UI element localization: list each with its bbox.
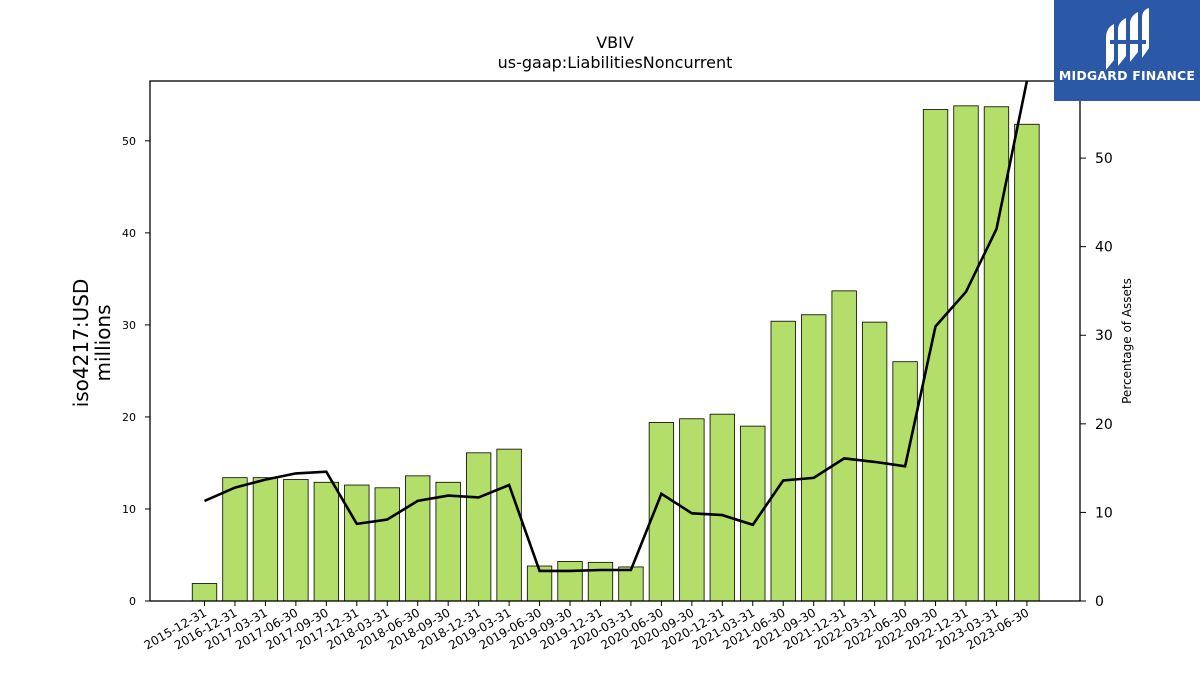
- bar: [557, 561, 583, 602]
- y-tick-label: 0: [129, 595, 136, 608]
- y2-tick-label: 20: [1095, 417, 1113, 433]
- y-axis-left: 0 10 20 30 40 50: [122, 135, 150, 608]
- bar: [252, 477, 279, 602]
- y-axis-label-line: millions: [91, 304, 115, 381]
- line-percentage-of-assets: [203, 81, 1029, 573]
- y2-tick-label: 0: [1095, 594, 1104, 610]
- bar: [922, 109, 949, 602]
- y-tick-label: 20: [122, 411, 136, 424]
- midgard-finance-logo: MIDGARD FINANCE: [1054, 0, 1200, 101]
- bar: [405, 475, 431, 602]
- plot-frame: [149, 80, 1081, 602]
- y2-tick-label: 40: [1095, 240, 1113, 256]
- bar: [465, 452, 492, 602]
- line-series: [203, 81, 1029, 573]
- y2-axis-label: Percentage of Assets: [1120, 278, 1134, 404]
- bar: [222, 477, 248, 602]
- bar: [709, 413, 735, 602]
- bar: [618, 566, 644, 602]
- bar: [679, 418, 705, 602]
- bar: [1014, 123, 1040, 602]
- bar: [983, 106, 1010, 602]
- y-axis-label-line: iso4217:USD: [69, 279, 93, 408]
- bar: [344, 484, 370, 602]
- chart-subtitle: us-gaap:LiabilitiesNoncurrent: [498, 53, 733, 72]
- y2-tick-label: 50: [1095, 151, 1113, 167]
- midgard-logo-icon: [1106, 8, 1149, 70]
- bar-series: [191, 105, 1040, 602]
- y-tick-label: 10: [122, 503, 136, 516]
- chart-title: VBIV: [596, 33, 634, 52]
- bar: [435, 481, 461, 602]
- bar: [801, 314, 827, 602]
- bar: [374, 487, 400, 602]
- bar: [892, 361, 918, 602]
- logo-text: MIDGARD FINANCE: [1058, 68, 1196, 83]
- bar: [313, 481, 339, 602]
- bar: [770, 320, 796, 602]
- y-axis-right: 0 10 20 30 40 50: [1080, 151, 1113, 610]
- y-axis-label: iso4217:USDmillions: [69, 279, 115, 408]
- y2-tick-label: 30: [1095, 328, 1113, 344]
- y-tick-label: 50: [122, 135, 136, 148]
- bar: [953, 105, 979, 602]
- bar: [831, 290, 857, 602]
- bar: [496, 448, 522, 602]
- bar: [191, 583, 218, 602]
- bar: [587, 561, 614, 602]
- y-tick-label: 30: [122, 319, 136, 332]
- y-tick-label: 40: [122, 227, 136, 240]
- x-axis: 2015-12-312016-12-312017-03-312017-06-30…: [142, 601, 1031, 652]
- bar: [283, 479, 309, 602]
- y2-tick-label: 10: [1095, 505, 1113, 521]
